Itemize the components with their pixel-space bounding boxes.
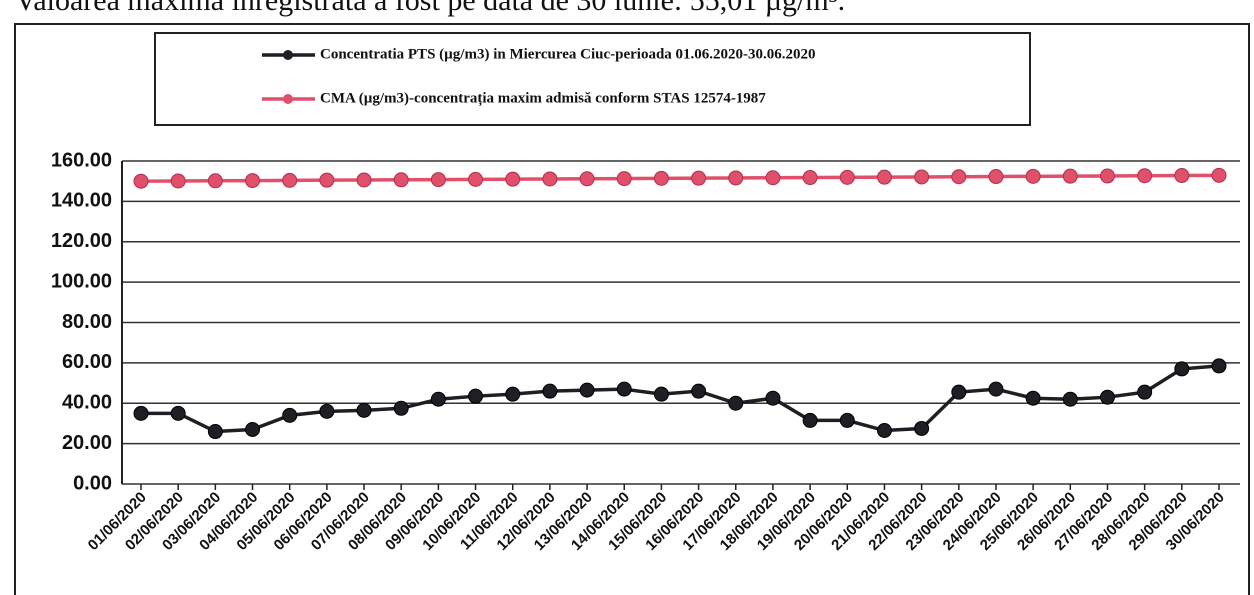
point bbox=[653, 386, 669, 402]
point bbox=[1174, 168, 1190, 184]
y-tick-label: 0.00 bbox=[73, 472, 112, 494]
point bbox=[728, 395, 744, 411]
point bbox=[170, 405, 186, 421]
point bbox=[914, 169, 930, 185]
point bbox=[653, 170, 669, 186]
y-tick-label: 140.00 bbox=[51, 190, 112, 212]
point bbox=[1137, 384, 1153, 400]
point bbox=[1174, 361, 1190, 377]
point bbox=[1099, 389, 1115, 405]
point bbox=[579, 382, 595, 398]
point bbox=[505, 386, 521, 402]
point bbox=[542, 171, 558, 187]
point bbox=[207, 424, 223, 440]
point bbox=[505, 171, 521, 187]
y-tick-label: 120.00 bbox=[51, 230, 112, 252]
point bbox=[319, 403, 335, 419]
point bbox=[988, 381, 1004, 397]
point bbox=[765, 390, 781, 406]
point bbox=[282, 172, 298, 188]
point bbox=[133, 405, 149, 421]
point bbox=[1062, 168, 1078, 184]
point bbox=[988, 169, 1004, 185]
point bbox=[393, 172, 409, 188]
annotation: Valoarea maxima inregistrata a fost pe d… bbox=[15, 0, 845, 17]
point bbox=[468, 388, 484, 404]
y-tick-label: 60.00 bbox=[62, 351, 112, 373]
legend-marker bbox=[283, 50, 293, 60]
point bbox=[1211, 358, 1227, 374]
point bbox=[170, 173, 186, 189]
legend-label: CMA (µg/m3)-concentrația maxim admisă co… bbox=[320, 90, 766, 106]
y-tick-label: 40.00 bbox=[62, 392, 112, 414]
point bbox=[356, 402, 372, 418]
point bbox=[1137, 168, 1153, 184]
point bbox=[616, 381, 632, 397]
point bbox=[876, 169, 892, 185]
point bbox=[616, 171, 632, 187]
y-tick-label: 100.00 bbox=[51, 270, 112, 292]
point bbox=[579, 171, 595, 187]
point bbox=[1025, 168, 1041, 184]
point bbox=[839, 412, 855, 428]
series-line bbox=[141, 364, 1220, 434]
point bbox=[802, 412, 818, 428]
legend-box bbox=[154, 32, 1031, 126]
point bbox=[728, 170, 744, 186]
point bbox=[1211, 167, 1227, 183]
point bbox=[951, 169, 967, 185]
point bbox=[839, 169, 855, 185]
point bbox=[356, 172, 372, 188]
point bbox=[393, 400, 409, 416]
point bbox=[133, 173, 149, 189]
point bbox=[765, 170, 781, 186]
point bbox=[914, 420, 930, 436]
point bbox=[430, 391, 446, 407]
point bbox=[1062, 391, 1078, 407]
legend-marker bbox=[283, 94, 293, 104]
point bbox=[951, 384, 967, 400]
y-tick-label: 160.00 bbox=[51, 149, 112, 171]
point bbox=[691, 170, 707, 186]
point bbox=[468, 171, 484, 187]
point bbox=[691, 383, 707, 399]
point bbox=[1025, 390, 1041, 406]
y-tick-label: 80.00 bbox=[62, 311, 112, 333]
legend-label: Concentratia PTS (µg/m3) in Miercurea Ci… bbox=[320, 46, 816, 62]
point bbox=[802, 170, 818, 186]
point bbox=[430, 172, 446, 188]
y-tick-label: 20.00 bbox=[62, 432, 112, 454]
chart-border bbox=[14, 23, 1250, 595]
point bbox=[207, 173, 223, 189]
point bbox=[542, 383, 558, 399]
point bbox=[1099, 168, 1115, 184]
point bbox=[245, 421, 261, 437]
point bbox=[319, 172, 335, 188]
series-line bbox=[140, 173, 1220, 183]
point bbox=[876, 423, 892, 439]
point bbox=[245, 173, 261, 189]
point bbox=[282, 407, 298, 423]
